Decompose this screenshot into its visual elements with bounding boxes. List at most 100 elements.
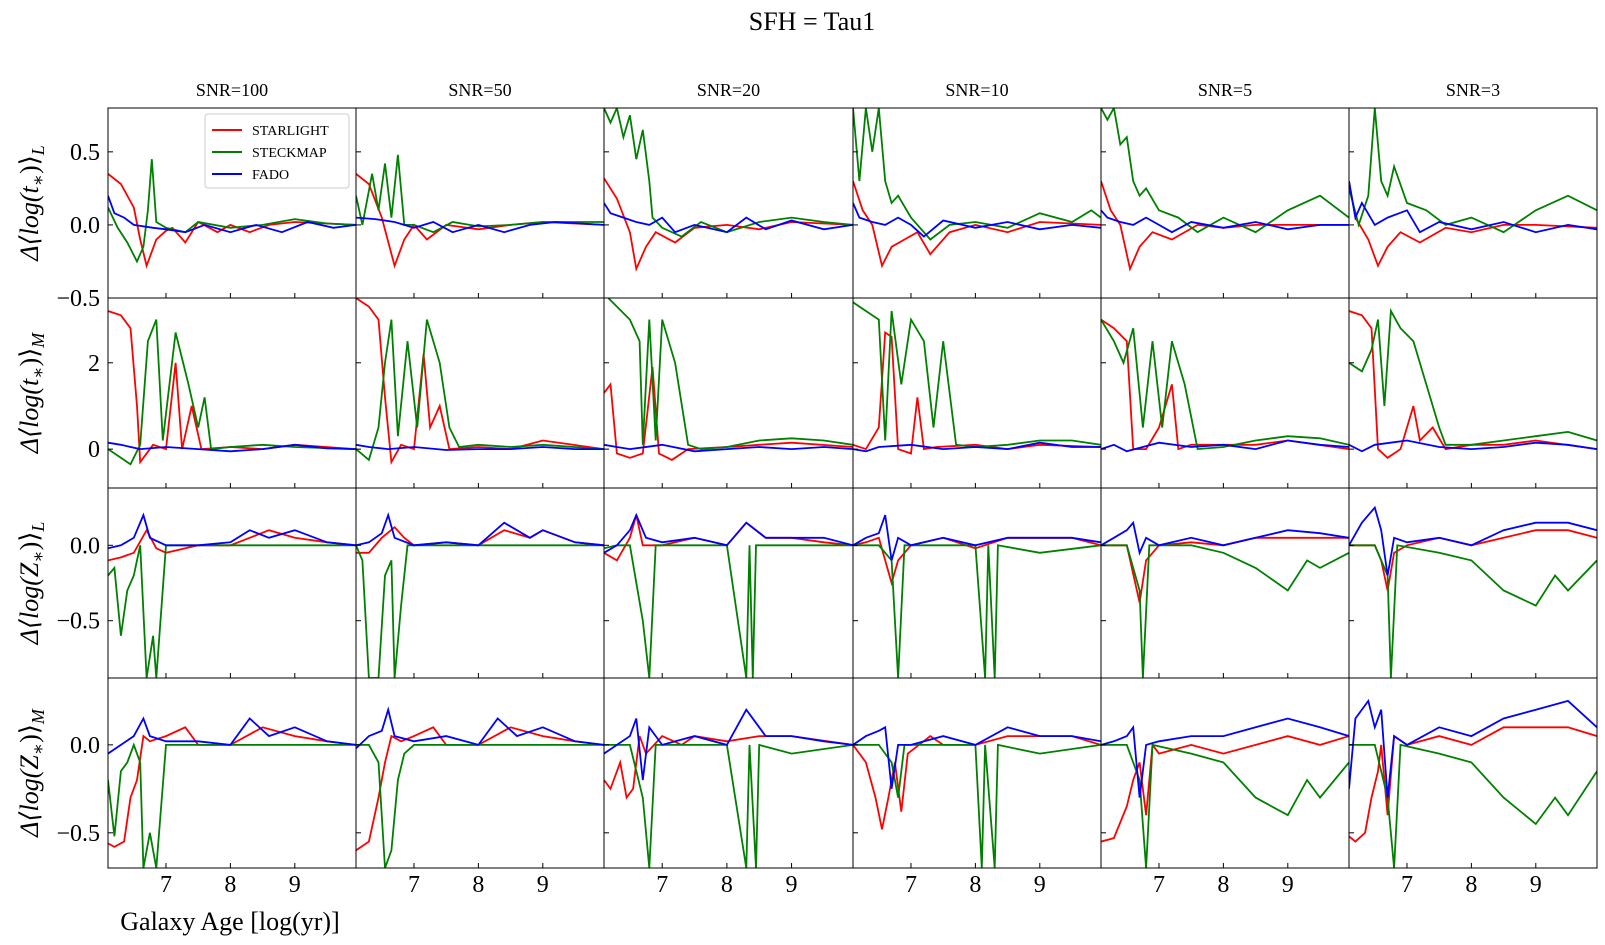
series-line-fado <box>853 202 1101 238</box>
legend-box <box>204 113 350 189</box>
series-line-starlight <box>1101 735 1349 843</box>
legend: STARLIGHT STECKMAP FADO <box>204 113 350 189</box>
x-axis-label: Galaxy Age [log(yr)] <box>120 907 339 936</box>
x-tick-label: 8 <box>721 872 733 898</box>
series-line-steckmap <box>108 544 356 678</box>
panel-frame <box>107 677 357 869</box>
series-line-fado <box>108 512 356 550</box>
suptitle: SFH = Tau1 <box>749 7 876 36</box>
series-line-steckmap <box>604 544 853 678</box>
y-axis-label: Δ⟨log(t∗)⟩M <box>15 332 48 455</box>
series-line-fado <box>604 202 853 234</box>
x-tick-label: 8 <box>969 872 981 898</box>
series-line-fado <box>356 512 604 547</box>
series-line-fado <box>604 512 853 554</box>
column-title-snr: SNR=3 <box>1446 80 1500 100</box>
series-line-fado <box>108 195 356 234</box>
panel-frame <box>1100 107 1350 299</box>
series-line-steckmap <box>108 742 356 868</box>
column-title-snr: SNR=20 <box>697 80 760 100</box>
y-tick-label: 0.5 <box>70 140 100 166</box>
series-line-steckmap <box>604 743 853 868</box>
panel <box>603 487 854 679</box>
series-line-fado <box>356 216 604 234</box>
x-tick-label: 8 <box>224 872 236 898</box>
series-line-starlight <box>853 734 1101 830</box>
series-line-fado <box>356 443 604 451</box>
panel <box>852 107 1102 299</box>
series-line-steckmap <box>1101 319 1349 451</box>
series-line-starlight <box>356 298 604 466</box>
series-line-starlight <box>1101 536 1349 603</box>
x-tick-label: 7 <box>1153 872 1165 898</box>
panel-frame <box>852 487 1102 679</box>
series-line-starlight <box>604 735 853 800</box>
legend-label: STECKMAP <box>252 146 327 161</box>
series-line-fado <box>108 716 356 755</box>
series-line-fado <box>1101 439 1349 453</box>
x-tick-label: 9 <box>786 872 798 898</box>
panels-layer: SNR=100 SNR=50 SNR=20 SNR=10 SNR=5 SNR=3 Δ⟨log… <box>15 80 1598 898</box>
panel <box>1348 487 1598 679</box>
panel-frame <box>852 107 1102 299</box>
series-line-fado <box>1349 439 1597 453</box>
y-axis-label: Δ⟨log(t∗)⟩L <box>15 145 48 262</box>
series-line-fado <box>108 441 356 453</box>
series-line-steckmap <box>356 154 604 234</box>
y-axis-label-group: Δ⟨log(Z∗)⟩L <box>15 522 48 646</box>
series-line-fado <box>853 441 1101 453</box>
y-tick-label: −0.5 <box>56 821 100 847</box>
panel: −0.5 0.0 <box>56 487 357 679</box>
series-line-steckmap <box>1101 544 1349 678</box>
series-line-steckmap <box>853 301 1101 448</box>
series-line-starlight <box>108 173 356 269</box>
series-line-fado <box>1101 209 1349 234</box>
y-tick-label: 0 <box>88 437 100 463</box>
panel <box>355 297 605 489</box>
panel-frame <box>1100 297 1350 489</box>
panel-frame <box>1348 107 1598 299</box>
series-line-steckmap <box>1349 108 1597 234</box>
panel <box>1100 487 1350 679</box>
panel-frame <box>603 487 854 679</box>
series-line-steckmap <box>604 108 853 238</box>
series-line-steckmap <box>1101 108 1349 234</box>
panel: 7 8 9 <box>603 677 854 898</box>
panel <box>1100 107 1350 299</box>
y-axis-label-group: Δ⟨log(t∗)⟩M <box>15 332 48 455</box>
column-title-snr: SNR=10 <box>945 80 1008 100</box>
panel: −0.5 0.0 0.5 <box>56 107 357 312</box>
series-line-starlight <box>108 310 356 465</box>
series-line-steckmap <box>1101 743 1349 868</box>
panel <box>852 297 1102 489</box>
series-line-steckmap <box>108 319 356 466</box>
y-axis-label-group: Δ⟨log(Z∗)⟩M <box>15 708 48 838</box>
panel <box>1348 107 1598 299</box>
series-line-steckmap <box>356 744 604 868</box>
y-tick-label: 0.0 <box>70 213 100 239</box>
panel-frame <box>1348 677 1598 869</box>
series-line-steckmap <box>853 108 1101 241</box>
x-tick-label: 7 <box>1401 872 1413 898</box>
series-line-starlight <box>1101 318 1349 451</box>
series-line-steckmap <box>853 544 1101 678</box>
series-line-fado <box>604 708 853 781</box>
x-tick-label: 8 <box>472 872 484 898</box>
column-title-snr: SNR=50 <box>448 80 511 100</box>
panel: 7 8 9 −0.5 0.0 <box>56 677 357 898</box>
x-tick-label: 7 <box>656 872 668 898</box>
series-line-starlight <box>1101 180 1349 272</box>
panel: 7 8 9 <box>852 677 1102 898</box>
panel-frame <box>107 297 357 489</box>
x-tick-label: 8 <box>1217 872 1229 898</box>
x-tick-label: 9 <box>1530 872 1542 898</box>
legend-label: FADO <box>252 168 289 183</box>
panel: 7 8 9 <box>1348 677 1598 898</box>
series-line-steckmap <box>356 544 604 678</box>
panel <box>852 487 1102 679</box>
series-line-starlight <box>853 180 1101 269</box>
legend-label: STARLIGHT <box>252 124 329 139</box>
series-line-steckmap <box>1349 544 1597 678</box>
column-title-snr: SNR=100 <box>196 80 268 100</box>
